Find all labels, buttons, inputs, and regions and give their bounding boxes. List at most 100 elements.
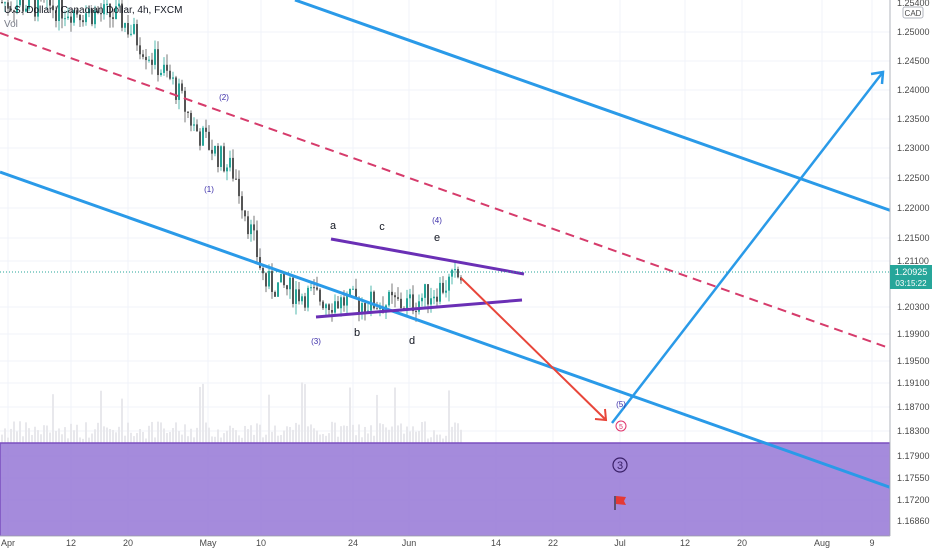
volume-label[interactable]: Vol bbox=[4, 19, 18, 30]
volume-bar bbox=[154, 437, 156, 443]
volume-bar bbox=[343, 425, 345, 443]
candle-body bbox=[220, 146, 222, 167]
candle-body bbox=[301, 296, 303, 302]
time-axis[interactable] bbox=[0, 536, 932, 550]
volume-bar bbox=[67, 438, 69, 443]
candle-body bbox=[436, 296, 438, 302]
volume-bar bbox=[460, 429, 462, 443]
chart-legend[interactable]: U.S. Dollar / Canadian Dollar, 4h, FXCM … bbox=[4, 5, 182, 30]
current-price-badge[interactable]: 1.20925 03:15:22 bbox=[890, 265, 932, 289]
volume-bar bbox=[85, 422, 87, 443]
channel-lower-line[interactable] bbox=[0, 170, 893, 490]
candle-body bbox=[133, 24, 135, 34]
candle-body bbox=[79, 14, 81, 21]
candle-body bbox=[115, 6, 117, 19]
volume-bar bbox=[274, 425, 276, 443]
triangle-upper-line[interactable] bbox=[330, 237, 525, 276]
candle-body bbox=[274, 291, 276, 297]
volume-bar bbox=[265, 434, 267, 443]
price-tick-label: 1.17550 bbox=[897, 473, 930, 483]
volume-bar bbox=[73, 430, 75, 443]
candle-body bbox=[448, 276, 450, 291]
candle-body bbox=[328, 304, 330, 310]
candle-body bbox=[361, 303, 363, 313]
candle-body bbox=[325, 304, 327, 309]
candle-body bbox=[196, 124, 198, 132]
candle-body bbox=[217, 145, 219, 167]
volume-bar bbox=[64, 427, 66, 443]
volume-bar bbox=[304, 384, 306, 443]
volume-bar bbox=[160, 422, 162, 443]
candle-body bbox=[22, 0, 24, 12]
candle-body bbox=[103, 4, 105, 15]
volume-bar bbox=[256, 423, 258, 443]
price-tick-label: 1.16860 bbox=[897, 516, 930, 526]
flag-icon[interactable] bbox=[614, 496, 626, 510]
volume-bar bbox=[145, 438, 147, 443]
symbol-title[interactable]: U.S. Dollar / Canadian Dollar, 4h, FXCM bbox=[4, 5, 183, 16]
candle-body bbox=[223, 146, 225, 172]
price-tick-label: 1.22000 bbox=[897, 203, 930, 213]
candle-body bbox=[331, 309, 333, 313]
volume-bar bbox=[424, 421, 426, 443]
projected-drop-arrow[interactable] bbox=[460, 277, 608, 422]
projected-rally-arrow[interactable] bbox=[611, 70, 885, 424]
candle-body bbox=[241, 196, 243, 211]
currency-badge[interactable] bbox=[902, 6, 924, 19]
price-tick-label: 1.18300 bbox=[897, 426, 930, 436]
time-tick-label: 10 bbox=[256, 538, 266, 548]
candle-body bbox=[61, 0, 63, 19]
volume-bar bbox=[370, 425, 372, 443]
price-tick-label: 1.21100 bbox=[897, 256, 929, 266]
volume-bar bbox=[13, 421, 15, 443]
channel-midline-dashed[interactable] bbox=[0, 32, 893, 350]
price-tick-label: 1.19500 bbox=[897, 356, 930, 366]
triangle-label-d: d bbox=[409, 335, 415, 347]
candle-body bbox=[454, 269, 456, 271]
volume-bar bbox=[52, 394, 54, 443]
volume-bar bbox=[58, 428, 60, 443]
candle-body bbox=[367, 310, 369, 312]
volume-bar bbox=[235, 430, 237, 443]
volume-bar bbox=[262, 437, 264, 443]
volume-bar bbox=[310, 424, 312, 443]
candle-body bbox=[136, 24, 138, 46]
price-tick-label: 1.17900 bbox=[897, 451, 930, 461]
candle-body bbox=[124, 23, 126, 28]
candle-body bbox=[37, 0, 39, 17]
highlight-zone[interactable] bbox=[0, 442, 891, 537]
price-tick-label: 1.22500 bbox=[897, 173, 930, 183]
candle-body bbox=[94, 10, 96, 25]
candle-body bbox=[322, 301, 324, 309]
target-circle-marker: 5 bbox=[615, 420, 627, 432]
candle-body bbox=[376, 308, 378, 310]
volume-bar bbox=[163, 428, 165, 443]
candle-body bbox=[310, 287, 312, 289]
volume-bar bbox=[241, 437, 243, 443]
candle-body bbox=[232, 157, 234, 179]
candle-body bbox=[1, 1, 3, 3]
candle-body bbox=[457, 269, 459, 278]
candle-body bbox=[109, 3, 111, 18]
candle-body bbox=[190, 112, 192, 126]
volume-bar bbox=[190, 428, 192, 443]
volume-bar bbox=[268, 394, 270, 443]
candle-body bbox=[373, 291, 375, 309]
candle-body bbox=[151, 59, 153, 65]
candle-body bbox=[451, 269, 453, 277]
candlestick-series bbox=[1, 0, 462, 322]
candle-body bbox=[370, 291, 372, 311]
candle-body bbox=[439, 282, 441, 302]
volume-bar bbox=[442, 438, 444, 443]
time-axis-ticks: Apr 12 20 May 10 24 Jun 14 22 Jul 12 20 Aug 9 bbox=[1, 538, 875, 548]
volume-bar bbox=[166, 432, 168, 443]
channel-upper-line[interactable] bbox=[294, 0, 893, 213]
volume-bar bbox=[307, 426, 309, 443]
time-tick-label: Apr bbox=[1, 538, 15, 548]
candle-body bbox=[259, 257, 261, 268]
volume-bar bbox=[331, 421, 333, 443]
volume-bar bbox=[214, 436, 216, 443]
wave-label-1: (1) bbox=[204, 185, 214, 194]
volume-bar bbox=[25, 422, 27, 443]
